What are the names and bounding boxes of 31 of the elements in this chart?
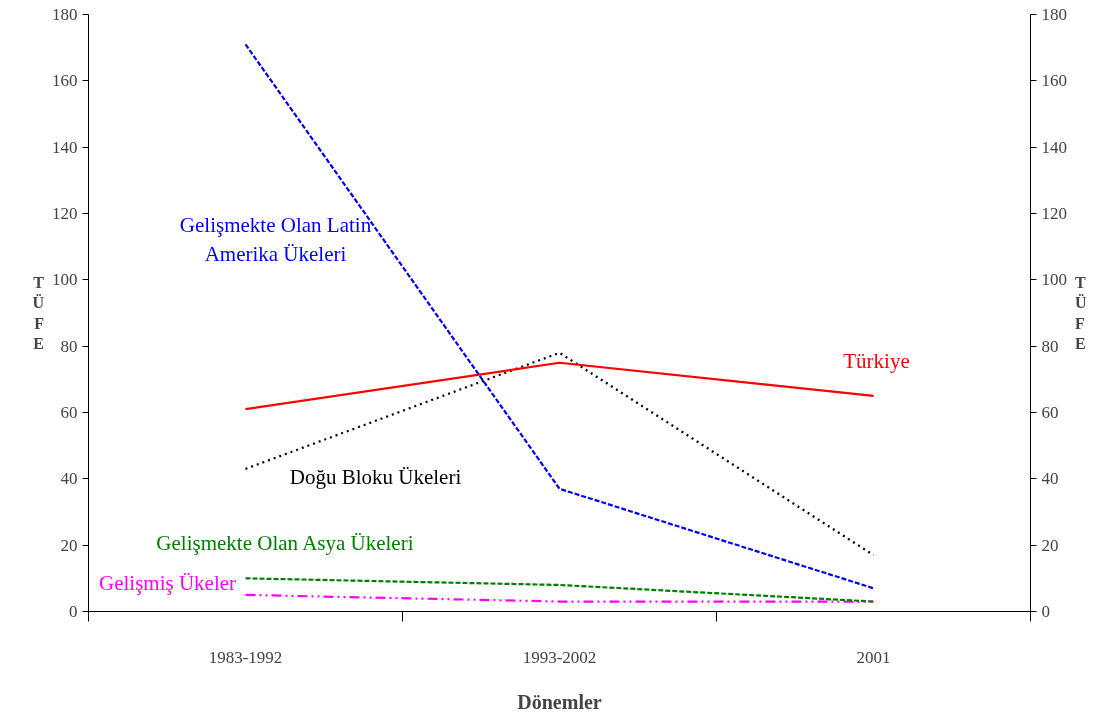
y2-tick-label: 140 <box>1041 137 1067 157</box>
y-tick-label: 140 <box>52 137 78 157</box>
series-label: Doğu Bloku Ükeleri <box>289 464 462 489</box>
y-tick-label: 40 <box>60 469 78 489</box>
y2-axis-title: TÜFE <box>1075 273 1087 353</box>
x-axis-title: Dönemler <box>517 690 602 713</box>
series-label: Gelişmekte Olan Asya Ükeleri <box>156 531 414 556</box>
y-tick-label: 160 <box>52 71 78 91</box>
y2-tick-label: 160 <box>1041 71 1067 91</box>
x-tick-label: 1993-2002 <box>522 647 597 667</box>
x-tick-label: 2001 <box>856 647 891 667</box>
series-label: Gelişmiş Ükeler <box>98 570 237 595</box>
y-tick-label: 80 <box>60 336 78 356</box>
y-tick-label: 100 <box>52 270 78 290</box>
y-tick-label: 120 <box>52 204 78 223</box>
series-label: Gelişmekte Olan Latin Amerika Ükeleri <box>179 212 372 266</box>
y-axis-title: TÜFE <box>32 273 45 353</box>
y2-tick-label: 20 <box>1041 535 1059 555</box>
y-tick-label: 20 <box>60 535 78 555</box>
y-tick-label: 0 <box>69 602 78 621</box>
y2-tick-label: 60 <box>1041 403 1059 422</box>
y2-tick-label: 100 <box>1041 270 1067 290</box>
x-tick-label: 1983-1992 <box>208 647 283 667</box>
y2-tick-label: 180 <box>1041 5 1067 24</box>
y2-tick-label: 120 <box>1041 204 1067 223</box>
y-tick-label: 180 <box>52 5 78 24</box>
y-tick-label: 60 <box>60 403 78 422</box>
y2-tick-label: 0 <box>1041 602 1050 621</box>
y2-tick-label: 80 <box>1041 336 1059 356</box>
series-label: Türkiye <box>843 348 910 373</box>
y2-tick-label: 40 <box>1041 469 1059 489</box>
